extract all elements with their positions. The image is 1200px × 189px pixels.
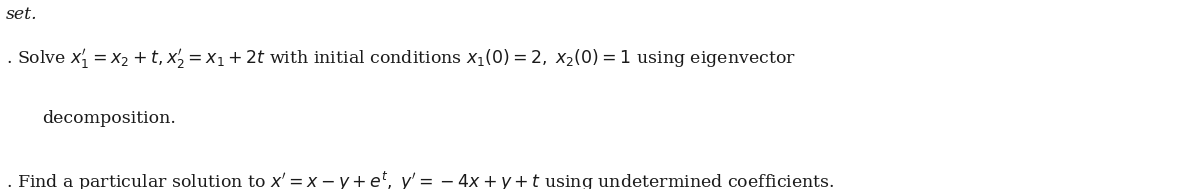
Text: decomposition.: decomposition. <box>42 110 176 127</box>
Text: set.: set. <box>6 6 37 23</box>
Text: . Solve $x_1^{\prime} = x_2 + t, x_2^{\prime} = x_1 + 2t$ with initial condition: . Solve $x_1^{\prime} = x_2 + t, x_2^{\p… <box>6 47 796 71</box>
Text: . Find a particular solution to $x^{\prime} = x - y + e^t,\; y^{\prime} = -4x + : . Find a particular solution to $x^{\pri… <box>6 170 835 189</box>
